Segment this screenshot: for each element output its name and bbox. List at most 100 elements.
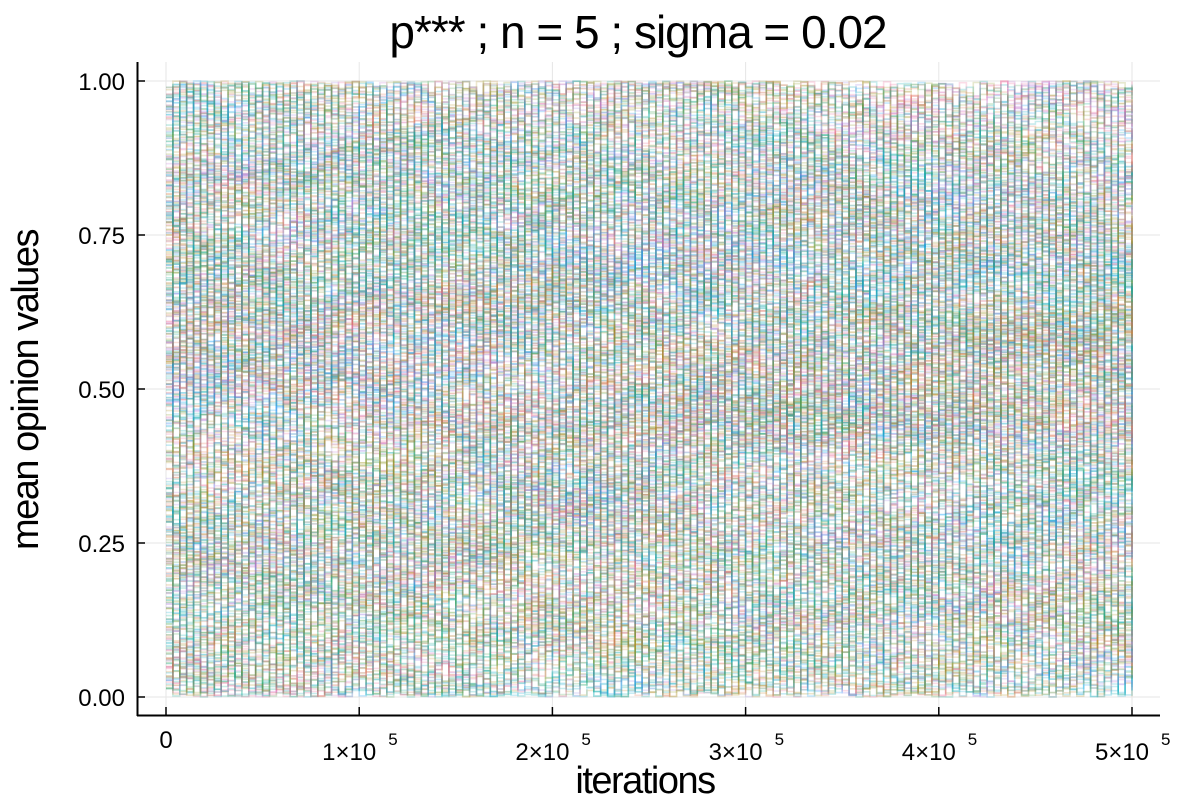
trajectory-line	[166, 80, 1133, 300]
trajectory-line	[166, 578, 1133, 698]
trajectory-line	[166, 82, 1133, 239]
trajectory-line	[166, 81, 1133, 231]
trajectory-line	[166, 80, 1133, 348]
trajectory-line	[166, 81, 1133, 309]
trajectory-line	[166, 498, 1133, 641]
trajectory-line	[166, 153, 1133, 344]
trajectory-line	[166, 279, 1133, 598]
trajectory-line	[166, 500, 1133, 687]
trajectory-line	[166, 264, 1133, 495]
trajectory-line	[166, 81, 1133, 279]
trajectory-line	[166, 472, 1133, 698]
trajectory-line	[166, 160, 1133, 378]
trajectory-line	[166, 217, 1133, 547]
trajectory-line	[166, 249, 1133, 452]
trajectory-line	[166, 273, 1133, 569]
x-tick-exponent: 5	[775, 730, 784, 749]
trajectory-line	[166, 382, 1133, 638]
trajectory-line	[166, 422, 1133, 696]
trajectory-line	[166, 179, 1133, 474]
trajectory-line	[166, 238, 1133, 446]
trajectory-line	[166, 371, 1133, 587]
y-tick-label: 0.75	[78, 223, 125, 250]
trajectory-line	[166, 114, 1133, 228]
trajectory-line	[166, 334, 1133, 594]
trajectory-line	[166, 129, 1133, 456]
trajectory-line	[166, 185, 1133, 395]
trajectory-line	[166, 366, 1133, 644]
trajectory-line	[166, 317, 1133, 608]
trajectory-line	[166, 299, 1133, 539]
trajectory-line	[166, 139, 1133, 470]
trajectory-line	[166, 80, 1133, 365]
trajectory-line	[166, 513, 1133, 690]
trajectory-line	[166, 463, 1133, 686]
trajectory-line	[166, 495, 1133, 698]
trajectory-line	[166, 241, 1133, 431]
trajectory-line	[166, 116, 1133, 373]
trajectory-line	[166, 231, 1133, 454]
trajectory-line	[166, 306, 1133, 567]
trajectory-line	[166, 336, 1133, 574]
trajectory-line	[166, 80, 1133, 243]
trajectory-line	[166, 341, 1133, 453]
trajectory-line	[166, 220, 1133, 467]
trajectory-line	[166, 192, 1133, 432]
trajectory-line	[166, 471, 1133, 698]
trajectory-line	[166, 204, 1133, 522]
trajectory-line	[166, 379, 1133, 638]
trajectory-line	[166, 475, 1133, 670]
trajectory-line	[166, 199, 1133, 478]
trajectory-line	[166, 506, 1133, 675]
trajectory-line	[166, 124, 1133, 336]
trajectory-line	[166, 486, 1133, 600]
trajectory-line	[166, 268, 1133, 483]
trajectory-line	[166, 260, 1133, 370]
trajectory-line	[166, 487, 1133, 647]
trajectory-line	[166, 197, 1133, 450]
trajectory-line	[166, 92, 1133, 264]
trajectory-line	[166, 478, 1133, 697]
x-tick-exponent: 5	[388, 730, 397, 749]
trajectory-line	[166, 242, 1133, 427]
trajectory-line	[166, 420, 1133, 637]
trajectory-line	[166, 576, 1133, 698]
trajectory-line	[166, 458, 1133, 663]
trajectory-line	[166, 106, 1133, 306]
trajectory-line	[166, 246, 1133, 438]
trajectory-line	[166, 115, 1133, 278]
trajectory-line	[166, 493, 1133, 696]
trajectory-line	[166, 279, 1133, 686]
trajectory-line	[166, 494, 1133, 698]
trajectory-line	[166, 80, 1133, 230]
trajectory-line	[166, 172, 1133, 357]
trajectory-line	[166, 80, 1133, 235]
trajectory-line	[166, 443, 1133, 653]
trajectory-line	[166, 240, 1133, 507]
trajectory-line	[166, 296, 1133, 454]
trajectory-line	[166, 382, 1133, 654]
trajectory-line	[166, 82, 1133, 539]
trajectory-line	[166, 517, 1133, 698]
trajectory-line	[166, 502, 1133, 687]
trajectory-line	[166, 88, 1133, 415]
trajectory-line	[166, 345, 1133, 584]
trajectory-line	[166, 80, 1133, 216]
trajectory-line	[166, 510, 1133, 698]
trajectory-line	[166, 181, 1133, 632]
trajectory-line	[166, 115, 1132, 445]
trajectory-line	[166, 383, 1133, 592]
x-tick-label: 4×10	[902, 739, 956, 766]
trajectory-line	[166, 81, 1133, 285]
trajectory-line	[166, 190, 1133, 380]
trajectory-line	[166, 509, 1133, 690]
trajectory-line	[166, 445, 1133, 698]
trajectory-line	[166, 529, 1133, 691]
trajectory-line	[166, 81, 1133, 224]
trajectory-line	[166, 421, 1133, 649]
trajectory-line	[166, 487, 1133, 669]
trajectory-line	[166, 342, 1133, 697]
trajectory-line	[166, 80, 1133, 187]
trajectory-line	[166, 215, 1133, 620]
trajectory-line	[166, 308, 1133, 643]
